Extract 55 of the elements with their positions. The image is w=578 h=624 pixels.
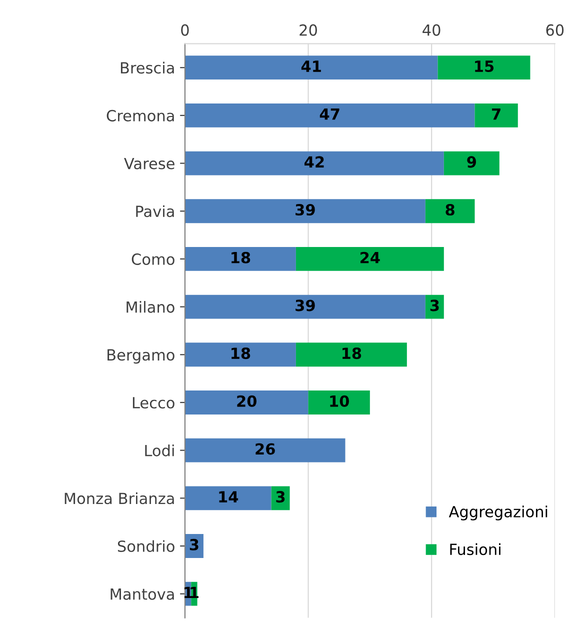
bar [308,390,370,414]
x-tick-label: 60 [546,24,564,36]
y-tick-label: Monza Brianza [64,492,174,504]
bar [474,103,518,128]
y-tick-label: Cremona [106,110,174,122]
data-label: 41 [301,60,321,72]
data-label: 8 [446,204,454,216]
data-label: 7 [492,108,500,120]
x-tick-label: 0 [181,24,189,36]
y-tick-label: Bergamo [108,349,174,364]
data-label: 18 [232,348,250,360]
data-label: 39 [296,204,315,216]
data-label: 18 [342,348,362,360]
bar [184,103,475,128]
data-label: 14 [219,491,238,502]
data-label: 47 [320,108,340,120]
bar [438,56,530,80]
data-label: 3 [430,300,439,312]
data-label: 15 [475,60,494,72]
bar [425,199,475,224]
bar [184,247,296,271]
bar [184,390,308,414]
y-tick-label: Lodi [145,444,174,456]
legend-label: Fusioni [450,543,500,556]
x-tick-label: 40 [422,24,440,36]
y-tick-label: Pavia [136,205,174,218]
data-label: 10 [330,395,349,407]
legend-label: Aggregazioni [448,506,548,520]
data-label: 42 [304,156,324,168]
data-label: 39 [296,300,315,312]
bar [296,342,407,367]
bar [184,199,426,224]
data-label: 3 [190,538,198,550]
data-label: 20 [237,395,257,407]
y-tick-label: Milano [126,300,174,313]
x-tick-label: 20 [300,24,317,36]
y-tick-label: Sondrio [118,540,174,552]
y-tick-label: Brescia [120,62,174,74]
bar [184,342,296,367]
bar [184,56,438,80]
y-tick-label: Mantova [110,588,174,600]
bar [184,438,346,462]
bar [184,294,426,319]
data-label: 26 [256,443,275,455]
data-label: 9 [467,156,476,168]
y-tick-label: Varese [124,158,174,170]
y-tick-label: Lecco [132,397,174,408]
data-label: 24 [360,252,380,264]
bar [184,151,444,176]
bar [184,486,272,510]
data-label: 18 [232,252,250,264]
data-label: 3 [276,491,285,503]
bar [296,247,444,271]
y-tick-label: Como [132,253,174,265]
bar [444,151,500,176]
